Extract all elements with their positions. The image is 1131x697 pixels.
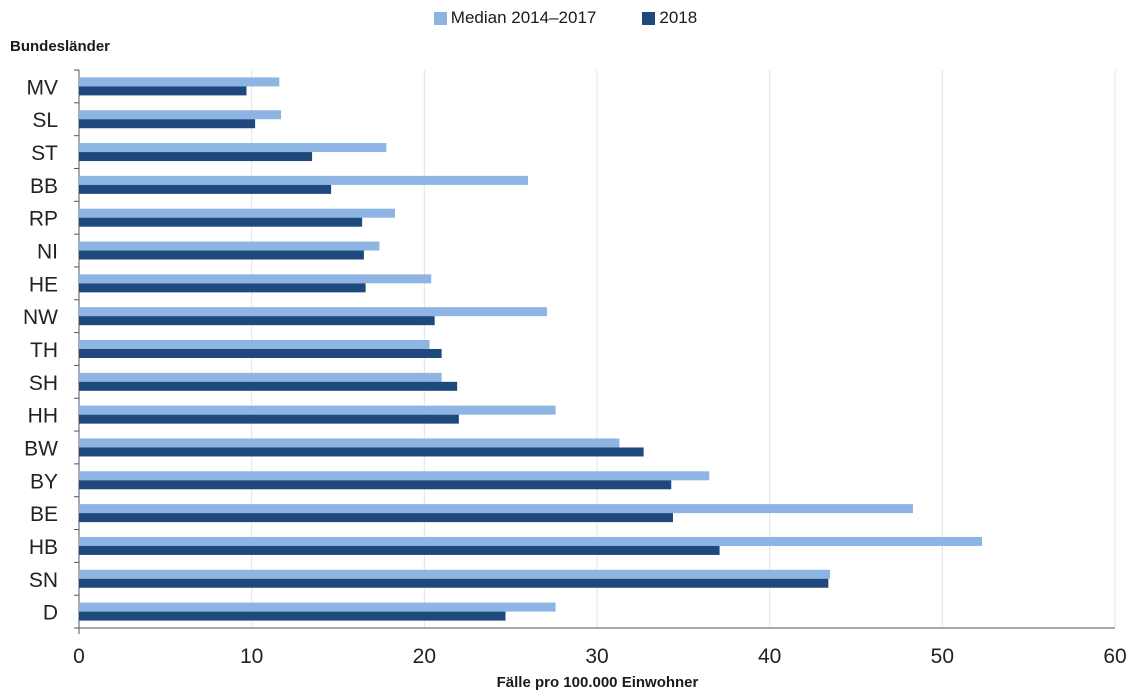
bar-ST-median	[79, 143, 387, 153]
bar-HB-2018	[79, 545, 720, 555]
legend-item-median: Median 2014–2017	[433, 8, 597, 28]
y-tick-label-HB: HB	[29, 536, 58, 559]
bar-HH-2018	[79, 414, 459, 424]
bar-NW-median	[79, 307, 547, 317]
bar-D-2018	[79, 611, 506, 621]
x-tick-label-0: 0	[73, 645, 85, 668]
x-tick-label-30: 30	[585, 645, 608, 668]
y-tick-label-HE: HE	[29, 273, 58, 296]
y-tick-label-SL: SL	[32, 109, 58, 132]
bar-ST-2018	[79, 152, 313, 162]
x-tick-label-20: 20	[413, 645, 436, 668]
bar-SL-median	[79, 110, 282, 120]
y-tick-label-BW: BW	[24, 437, 58, 460]
bar-SN-2018	[79, 578, 829, 588]
bar-SH-median	[79, 372, 442, 382]
y-tick-label-BB: BB	[30, 175, 58, 198]
legend-swatch-2018	[642, 11, 656, 25]
y-tick-label-TH: TH	[30, 339, 58, 362]
x-tick-label-60: 60	[1103, 645, 1126, 668]
x-tick-label-10: 10	[240, 645, 263, 668]
x-axis-title: Fälle pro 100.000 Einwohner	[496, 674, 699, 691]
bar-NI-2018	[79, 250, 364, 260]
y-axis-title: Bundesländer	[10, 38, 111, 55]
y-tick-label-SN: SN	[29, 569, 58, 592]
y-tick-label-BE: BE	[30, 503, 58, 526]
bar-TH-2018	[79, 349, 442, 358]
bar-RP-2018	[79, 217, 363, 227]
bar-BY-2018	[79, 480, 672, 490]
legend-label-median: Median 2014–2017	[450, 8, 597, 27]
bar-SH-2018	[79, 381, 458, 391]
y-tick-label-HH: HH	[28, 405, 58, 428]
legend-swatch-median	[433, 11, 447, 25]
y-tick-label-RP: RP	[29, 208, 58, 231]
bar-MV-median	[79, 77, 280, 87]
legend: Median 2014–2017 2018	[0, 8, 1131, 28]
bar-BY-median	[79, 471, 710, 481]
bar-HB-median	[79, 536, 983, 546]
bar-NW-2018	[79, 316, 435, 326]
bar-TH-median	[79, 340, 430, 349]
legend-item-2018: 2018	[642, 8, 697, 28]
bar-HE-median	[79, 274, 432, 284]
bar-BE-median	[79, 504, 913, 514]
x-tick-label-50: 50	[931, 645, 954, 668]
bar-BB-2018	[79, 184, 332, 194]
bar-RP-median	[79, 208, 395, 218]
y-tick-label-SH: SH	[29, 372, 58, 395]
y-tick-label-MV: MV	[27, 76, 59, 99]
y-tick-label-NW: NW	[23, 306, 58, 329]
bar-BB-median	[79, 175, 528, 185]
x-tick-label-40: 40	[758, 645, 781, 668]
y-tick-label-ST: ST	[31, 142, 58, 165]
bar-MV-2018	[79, 86, 247, 96]
legend-label-2018: 2018	[659, 8, 698, 27]
bar-BW-median	[79, 438, 620, 448]
bar-SL-2018	[79, 119, 256, 129]
bar-HE-2018	[79, 283, 366, 293]
bar-HH-median	[79, 405, 556, 415]
bar-NI-median	[79, 241, 380, 251]
bar-D-median	[79, 602, 556, 612]
y-tick-label-BY: BY	[30, 470, 58, 493]
bar-SN-median	[79, 569, 831, 579]
bar-BE-2018	[79, 513, 673, 523]
bar-BW-2018	[79, 447, 644, 457]
y-tick-label-D: D	[43, 602, 58, 625]
y-tick-label-NI: NI	[37, 241, 58, 264]
